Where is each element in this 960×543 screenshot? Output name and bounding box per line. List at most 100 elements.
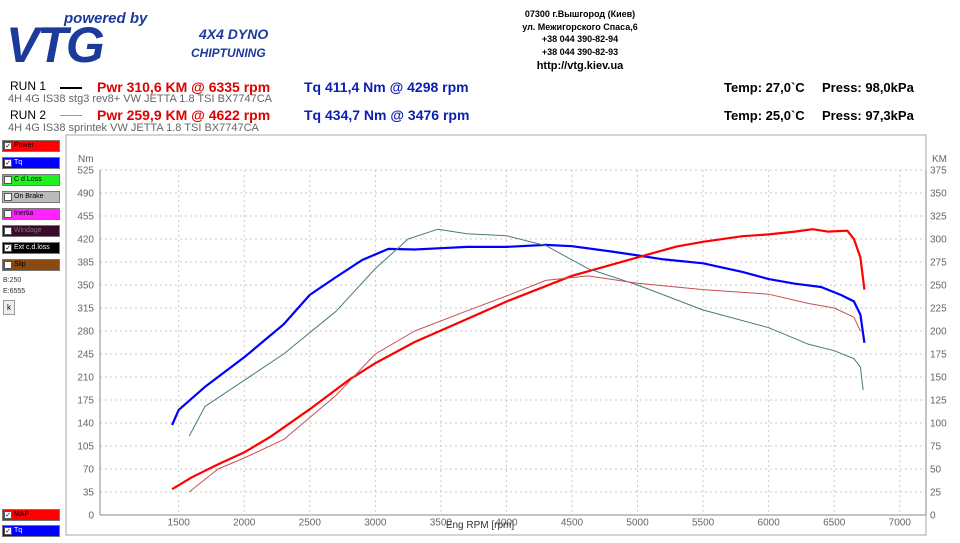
- contact-address-line2: ул. Межигорского Спаса,6: [522, 21, 638, 32]
- x-tick-label: 3500: [430, 517, 453, 528]
- y-left-tick-label: 420: [77, 235, 94, 246]
- chart-series: [171, 228, 866, 493]
- y-left-tick-label: 350: [77, 281, 94, 292]
- y-left-tick-label: 385: [77, 258, 94, 269]
- k-button[interactable]: k: [3, 300, 15, 315]
- legend-label: Slip: [14, 261, 26, 268]
- y-right-tick-label: 175: [930, 350, 947, 361]
- y-right-tick-label: 100: [930, 419, 947, 430]
- y-right-tick-label: 350: [930, 189, 947, 200]
- y-left-tick-label: 315: [77, 304, 94, 315]
- checkbox-icon[interactable]: ✓: [4, 511, 12, 519]
- y-right-tick-label: 75: [930, 442, 942, 453]
- legend-label: C d Loss: [14, 176, 42, 183]
- run1-torque: Tq 411,4 Nm @ 4298 rpm: [304, 79, 469, 95]
- y-right-tick-label: 300: [930, 235, 947, 246]
- checkbox-icon[interactable]: [4, 261, 12, 269]
- y-right-tick-label: 125: [930, 396, 947, 407]
- legend-bottom-toggle-map[interactable]: ✓ MAP: [2, 509, 60, 521]
- chart-grid: [99, 169, 927, 516]
- logo-vtg: VTG: [6, 17, 105, 73]
- brand-4x4-dyno: 4X4 DYNO: [199, 26, 269, 42]
- y-left-tick-label: 490: [77, 189, 94, 200]
- y-axis-left: 0 35 70 105 140 175 210 245 280 315 350 385 420 455 49…: [77, 166, 94, 522]
- series-line-power-2: [188, 275, 861, 493]
- x-tick-label: 5500: [692, 517, 715, 528]
- legend-label: On Brake: [14, 193, 44, 200]
- contact-block: 07300 г.Вышгород (Киев) ул. Межигорского…: [480, 8, 680, 73]
- run2-temp: Temp: 25,0`C: [724, 108, 805, 123]
- checkbox-icon[interactable]: [4, 227, 12, 235]
- legend-label: Tq: [14, 159, 23, 166]
- checkbox-icon[interactable]: ✓: [4, 527, 12, 535]
- run2-torque: Tq 434,7 Nm @ 3476 rpm: [304, 107, 470, 123]
- brand-chiptuning: CHIPTUNING: [191, 46, 266, 60]
- run2-press: Press: 97,3kPa: [822, 108, 914, 123]
- legend-label: Tq: [14, 527, 23, 534]
- checkbox-icon[interactable]: [4, 210, 12, 218]
- series-line-tq-2: [188, 228, 864, 437]
- legend-label: Inertia: [14, 210, 34, 217]
- legend-toggle-tq[interactable]: ✓ Tq: [2, 157, 60, 169]
- y-left-tick-label: 525: [77, 166, 94, 177]
- x-tick-label: 4000: [495, 517, 518, 528]
- side-note-b: B:250: [3, 277, 22, 284]
- y-right-tick-label: 325: [930, 212, 947, 223]
- logo-powered-by: powered by: [64, 10, 148, 27]
- legend-bottom-toggle-tq[interactable]: ✓ Tq: [2, 525, 60, 537]
- x-tick-label: 4500: [561, 517, 584, 528]
- x-tick-label: 7000: [889, 517, 912, 528]
- legend-toggle-slip[interactable]: Slip: [2, 259, 60, 271]
- checkbox-icon[interactable]: ✓: [4, 159, 12, 167]
- run1-power: Pwr 310,6 KM @ 6335 rpm: [97, 79, 271, 95]
- legend-toggle-c-d-loss[interactable]: C d Loss: [2, 174, 60, 186]
- x-tick-label: 6000: [758, 517, 781, 528]
- run1-press: Press: 98,0kPa: [822, 80, 914, 95]
- y-left-tick-label: 0: [88, 511, 94, 522]
- y-left-tick-label: 245: [77, 350, 94, 361]
- x-tick-label: 3000: [364, 517, 387, 528]
- run1-temp: Temp: 27,0`C: [724, 80, 805, 95]
- checkbox-icon[interactable]: [4, 193, 12, 201]
- contact-url[interactable]: http://vtg.kiev.ua: [536, 60, 624, 72]
- legend-label: Power: [14, 142, 34, 149]
- y-left-tick-label: 280: [77, 327, 94, 338]
- y-right-tick-label: 50: [930, 465, 942, 476]
- run1-label: RUN 1: [10, 79, 47, 93]
- vtg-logo: powered by VTG: [6, 8, 196, 73]
- legend-toggle-windage[interactable]: Windage: [2, 225, 60, 237]
- legend-toggle-power[interactable]: ✓ Power: [2, 140, 60, 152]
- y-right-tick-label: 0: [930, 511, 936, 522]
- y-axis-right: 0 25 50 75 100 125 150 175 200 225 250 275 300 325 350…: [930, 166, 947, 522]
- x-axis: 1500 2000 2500 3000 3500 4000 4500 5000 5500 6000…: [168, 517, 912, 528]
- x-axis-title: Eng RPM [rpm]: [445, 520, 515, 531]
- y-left-tick-label: 35: [83, 488, 95, 499]
- run2-label: RUN 2: [10, 108, 47, 122]
- series-line-tq: [171, 243, 866, 426]
- checkbox-icon[interactable]: ✓: [4, 142, 12, 150]
- y-right-tick-label: 200: [930, 327, 947, 338]
- y-right-tick-label: 250: [930, 281, 947, 292]
- y-left-tick-label: 105: [77, 442, 94, 453]
- y-axis-left-title: Nm: [78, 154, 94, 165]
- y-right-tick-label: 150: [930, 373, 947, 384]
- x-tick-label: 2000: [233, 517, 256, 528]
- run2-line-sample: [60, 115, 82, 116]
- contact-phone2: +38 044 390-82-93: [541, 46, 619, 57]
- legend-label: Windage: [14, 227, 42, 234]
- y-left-tick-label: 140: [77, 419, 94, 430]
- x-tick-label: 6500: [823, 517, 846, 528]
- y-axis-right-title: KM: [932, 154, 947, 165]
- y-right-tick-label: 25: [930, 488, 942, 499]
- legend-toggle-ext-c-d-loss[interactable]: ✓ Ext c.d.loss: [2, 242, 60, 254]
- side-note-e: E:6555: [3, 288, 26, 295]
- legend-toggle-on-brake[interactable]: On Brake: [2, 191, 60, 203]
- y-left-tick-label: 70: [83, 465, 95, 476]
- contact-address-line1: 07300 г.Вышгород (Киев): [524, 9, 636, 19]
- checkbox-icon[interactable]: [4, 176, 12, 184]
- checkbox-icon[interactable]: ✓: [4, 244, 12, 252]
- legend-label: Ext c.d.loss: [14, 244, 50, 251]
- legend-label: MAP: [14, 511, 30, 518]
- legend-toggle-inertia[interactable]: Inertia: [2, 208, 60, 220]
